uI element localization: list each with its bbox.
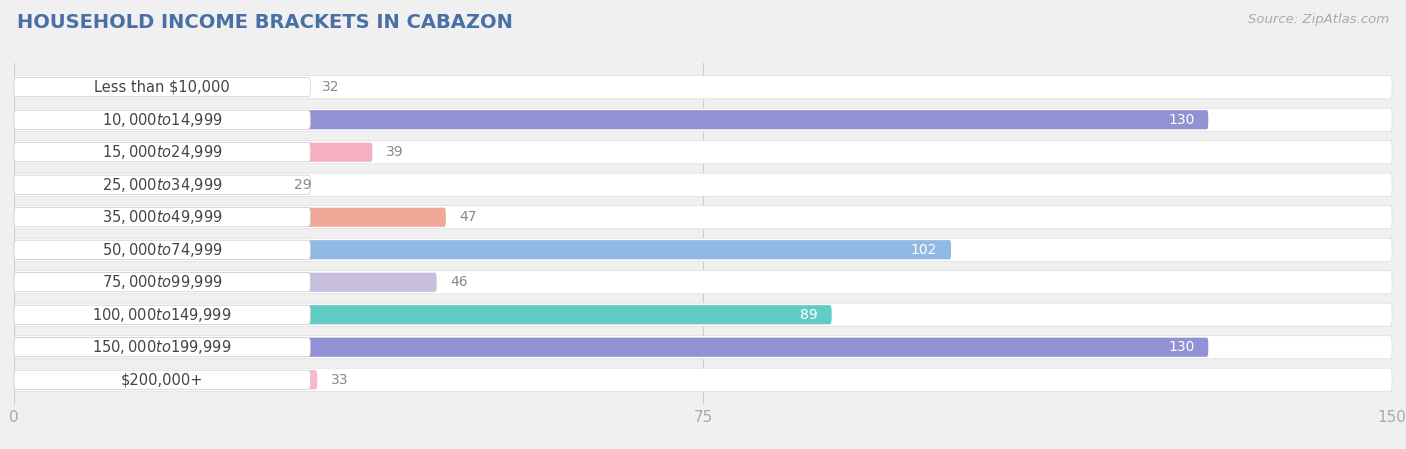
Text: $15,000 to $24,999: $15,000 to $24,999 bbox=[101, 143, 222, 161]
FancyBboxPatch shape bbox=[14, 207, 311, 227]
Text: 39: 39 bbox=[387, 145, 404, 159]
Text: 46: 46 bbox=[450, 275, 468, 289]
FancyBboxPatch shape bbox=[14, 76, 1392, 99]
Text: $100,000 to $149,999: $100,000 to $149,999 bbox=[93, 306, 232, 324]
FancyBboxPatch shape bbox=[14, 143, 311, 162]
FancyBboxPatch shape bbox=[14, 78, 311, 97]
FancyBboxPatch shape bbox=[14, 143, 373, 162]
FancyBboxPatch shape bbox=[14, 206, 1392, 229]
FancyBboxPatch shape bbox=[14, 207, 446, 227]
Text: $10,000 to $14,999: $10,000 to $14,999 bbox=[101, 111, 222, 129]
Text: 102: 102 bbox=[911, 243, 938, 257]
FancyBboxPatch shape bbox=[14, 273, 437, 292]
Text: $75,000 to $99,999: $75,000 to $99,999 bbox=[101, 273, 222, 291]
FancyBboxPatch shape bbox=[14, 305, 831, 324]
FancyBboxPatch shape bbox=[14, 240, 950, 260]
FancyBboxPatch shape bbox=[14, 175, 280, 194]
Text: 130: 130 bbox=[1168, 113, 1195, 127]
FancyBboxPatch shape bbox=[14, 368, 1392, 391]
FancyBboxPatch shape bbox=[14, 273, 311, 292]
Text: 130: 130 bbox=[1168, 340, 1195, 354]
Text: $50,000 to $74,999: $50,000 to $74,999 bbox=[101, 241, 222, 259]
Text: Source: ZipAtlas.com: Source: ZipAtlas.com bbox=[1249, 13, 1389, 26]
FancyBboxPatch shape bbox=[14, 240, 311, 260]
FancyBboxPatch shape bbox=[14, 78, 308, 97]
FancyBboxPatch shape bbox=[14, 175, 311, 194]
Text: 29: 29 bbox=[294, 178, 312, 192]
Text: $35,000 to $49,999: $35,000 to $49,999 bbox=[101, 208, 222, 226]
FancyBboxPatch shape bbox=[14, 338, 1208, 357]
FancyBboxPatch shape bbox=[14, 305, 311, 324]
Text: $150,000 to $199,999: $150,000 to $199,999 bbox=[93, 338, 232, 356]
FancyBboxPatch shape bbox=[14, 238, 1392, 261]
FancyBboxPatch shape bbox=[14, 370, 318, 389]
FancyBboxPatch shape bbox=[14, 110, 1208, 129]
Text: 33: 33 bbox=[330, 373, 349, 387]
FancyBboxPatch shape bbox=[14, 336, 1392, 359]
Text: 89: 89 bbox=[800, 308, 818, 322]
Text: Less than $10,000: Less than $10,000 bbox=[94, 80, 231, 95]
Text: HOUSEHOLD INCOME BRACKETS IN CABAZON: HOUSEHOLD INCOME BRACKETS IN CABAZON bbox=[17, 13, 513, 32]
Text: 32: 32 bbox=[322, 80, 339, 94]
FancyBboxPatch shape bbox=[14, 271, 1392, 294]
Text: 47: 47 bbox=[460, 210, 477, 224]
FancyBboxPatch shape bbox=[14, 370, 311, 389]
FancyBboxPatch shape bbox=[14, 303, 1392, 326]
FancyBboxPatch shape bbox=[14, 338, 311, 357]
FancyBboxPatch shape bbox=[14, 110, 311, 129]
FancyBboxPatch shape bbox=[14, 108, 1392, 131]
Text: $200,000+: $200,000+ bbox=[121, 372, 204, 387]
FancyBboxPatch shape bbox=[14, 173, 1392, 196]
Text: $25,000 to $34,999: $25,000 to $34,999 bbox=[101, 176, 222, 194]
FancyBboxPatch shape bbox=[14, 141, 1392, 164]
